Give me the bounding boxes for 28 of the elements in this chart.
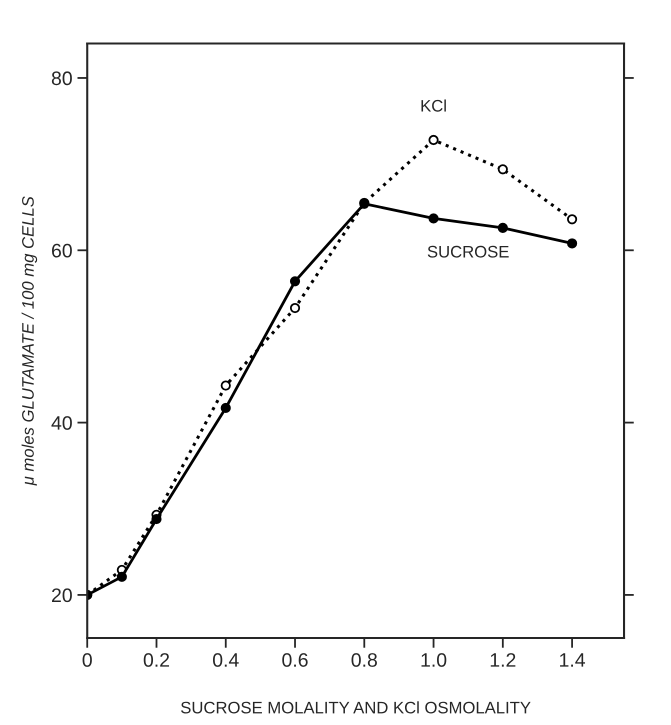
point (290, 276, 300, 286)
point (428, 213, 439, 224)
point (567, 214, 578, 224)
y-tick-label: 60 (52, 244, 72, 258)
x-tick-label: 0.8 (352, 653, 377, 667)
y-axis-title: μ moles GLUTAMATE / 100 mg CELLS (22, 196, 38, 486)
point (220, 402, 231, 414)
x-tick-label: 0.2 (144, 653, 170, 667)
y-tick-label: 20 (52, 588, 72, 602)
x-tick-label: 0 (82, 653, 92, 667)
point (151, 514, 162, 524)
point (498, 164, 508, 174)
y-tick-label: 40 (51, 416, 72, 430)
x-tick-label: 1.4 (560, 653, 586, 667)
point (220, 380, 231, 391)
point (567, 238, 578, 248)
x-axis-title: SUCROSE MOLALITY AND KCl OSMOLALITY (181, 701, 531, 714)
point (116, 572, 127, 582)
y-tick-label: 80 (52, 71, 72, 86)
point (290, 302, 300, 314)
x-tick-label: 1.2 (490, 653, 516, 667)
x-tick-label: 1.0 (422, 653, 446, 667)
point (428, 134, 439, 146)
x-tick-label: 0.4 (213, 653, 239, 667)
series-label: KCl (421, 99, 446, 112)
series-label: SUCROSE (428, 246, 509, 258)
point (498, 222, 508, 233)
x-tick-label: 0.6 (282, 653, 308, 667)
